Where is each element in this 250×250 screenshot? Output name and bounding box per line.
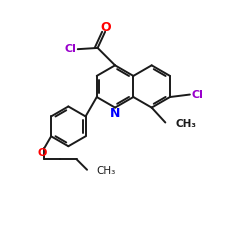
Text: Cl: Cl bbox=[191, 90, 203, 100]
Text: O: O bbox=[38, 148, 47, 158]
Text: N: N bbox=[110, 106, 120, 120]
Text: Cl: Cl bbox=[65, 44, 77, 54]
Text: CH₃: CH₃ bbox=[96, 166, 116, 176]
Text: O: O bbox=[100, 21, 111, 34]
Text: CH₃: CH₃ bbox=[176, 119, 197, 129]
